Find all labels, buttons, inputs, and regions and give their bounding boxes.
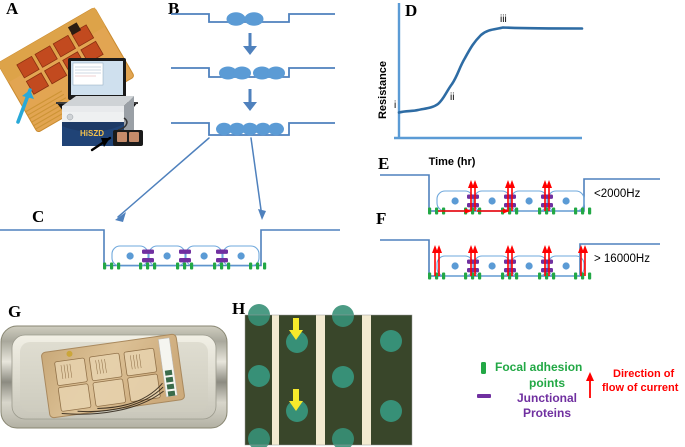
svg-text:Proteins: Proteins <box>523 406 571 420</box>
svg-text:points: points <box>529 376 565 390</box>
svg-text:Focal adhesion: Focal adhesion <box>495 360 582 374</box>
svg-text:flow of current: flow of current <box>602 382 679 394</box>
svg-text:Junctional: Junctional <box>517 391 577 405</box>
svg-text:Direction of: Direction of <box>613 368 674 380</box>
